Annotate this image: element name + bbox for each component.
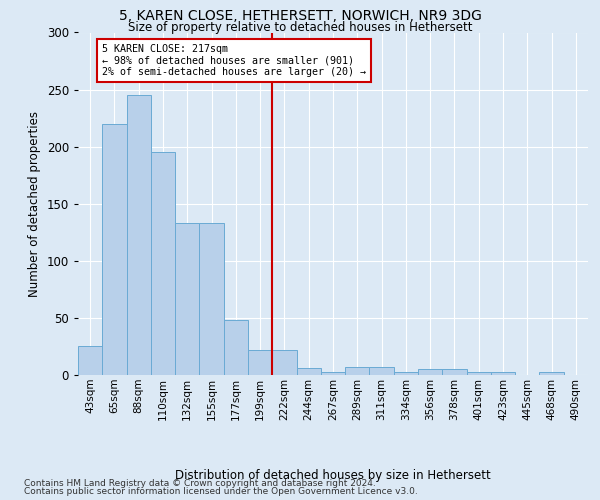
Y-axis label: Number of detached properties: Number of detached properties (28, 111, 41, 296)
Bar (127, 96, 151, 375)
Bar (418, 370, 442, 375)
Bar (248, 350, 272, 375)
Text: Size of property relative to detached houses in Hethersett: Size of property relative to detached ho… (128, 21, 472, 34)
Bar (442, 370, 467, 375)
Bar (370, 367, 394, 375)
Bar (394, 372, 418, 375)
Bar (491, 372, 515, 375)
Bar (272, 350, 296, 375)
Bar (296, 368, 321, 375)
Bar (199, 223, 224, 375)
Text: 5 KAREN CLOSE: 217sqm
← 98% of detached houses are smaller (901)
2% of semi-deta: 5 KAREN CLOSE: 217sqm ← 98% of detached … (102, 44, 366, 77)
X-axis label: Distribution of detached houses by size in Hethersett: Distribution of detached houses by size … (175, 468, 491, 481)
Bar (151, 152, 175, 375)
Bar (539, 372, 564, 375)
Bar (78, 346, 102, 375)
Bar (321, 372, 345, 375)
Text: Contains HM Land Registry data © Crown copyright and database right 2024.: Contains HM Land Registry data © Crown c… (24, 479, 376, 488)
Bar (102, 124, 127, 375)
Bar (345, 367, 370, 375)
Bar (467, 372, 491, 375)
Bar (175, 223, 199, 375)
Text: 5, KAREN CLOSE, HETHERSETT, NORWICH, NR9 3DG: 5, KAREN CLOSE, HETHERSETT, NORWICH, NR9… (119, 9, 481, 23)
Bar (224, 320, 248, 375)
Text: Contains public sector information licensed under the Open Government Licence v3: Contains public sector information licen… (24, 487, 418, 496)
